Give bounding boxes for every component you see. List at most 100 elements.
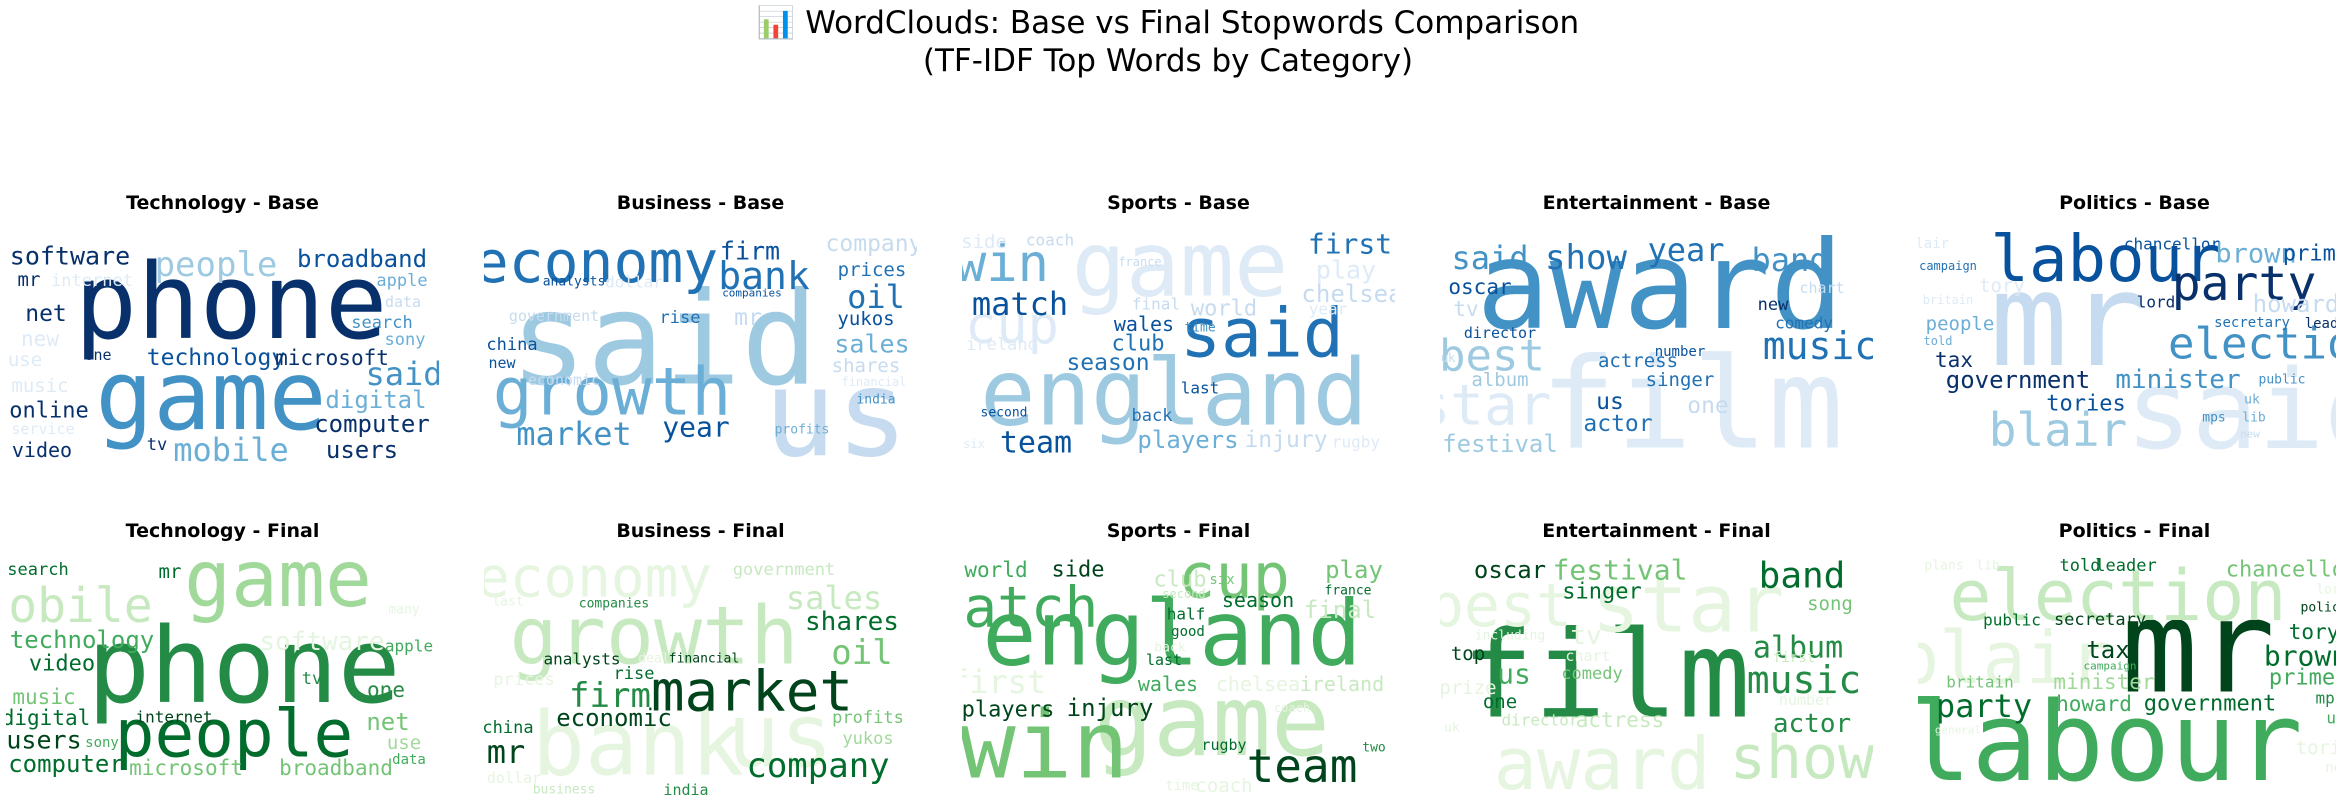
word-said: said — [365, 355, 439, 393]
word-search: search — [7, 560, 68, 580]
word-us: us — [764, 346, 909, 471]
word-album: album — [1471, 369, 1528, 391]
word-music: music — [1763, 324, 1873, 368]
word-music: music — [12, 685, 75, 709]
word-mps: mps — [2316, 689, 2336, 708]
panel-title: Technology - Final — [125, 520, 320, 542]
word-financial: financial — [669, 652, 739, 667]
word-six: six — [963, 437, 985, 451]
word-china: china — [484, 718, 534, 738]
word-people: people — [115, 696, 353, 773]
word-many: many — [388, 603, 419, 618]
panel-title: Sports - Base — [1107, 192, 1250, 214]
word-game: game — [1094, 665, 1330, 779]
word-time: time — [1165, 778, 1199, 794]
word-festival: festival — [1442, 430, 1558, 458]
word-company: company — [826, 231, 917, 257]
word-users: users — [6, 726, 81, 755]
word-brown: brown — [2215, 239, 2296, 270]
word-said: said — [2126, 346, 2336, 470]
word-deal: deal — [638, 652, 669, 667]
word-blair: blair — [1918, 616, 2112, 700]
word-mr: mr — [734, 305, 762, 331]
word-video: video — [12, 438, 72, 462]
wordcloud-panel: Technology - Base phone game people said mobi… — [6, 192, 439, 470]
word-music: music — [1747, 658, 1861, 702]
word-tv: tv — [147, 435, 167, 455]
word-technology: technology — [10, 626, 155, 654]
word-club: club — [1154, 568, 1207, 593]
word-best: best — [1440, 331, 1545, 382]
word-public: public — [2259, 373, 2306, 388]
word-half: half — [1167, 605, 1206, 624]
word-uk: uk — [1444, 721, 1460, 736]
word-howard: howard — [2056, 692, 2132, 716]
word-software: software — [10, 242, 130, 271]
word-tv: tv — [1453, 297, 1478, 321]
word-band: band — [1751, 241, 1828, 279]
word-back: back — [1132, 406, 1173, 426]
word-top: top — [1451, 643, 1485, 665]
word-government: government — [733, 560, 835, 580]
word-injury: injury — [1067, 694, 1154, 722]
word-star: star — [1440, 374, 1551, 439]
word-us: us — [1497, 658, 1531, 691]
word-blair: blair — [1989, 403, 2127, 457]
word-actor: actor — [1583, 411, 1652, 437]
word-growth: growth — [510, 590, 799, 683]
word-microsoft: microsoft — [129, 756, 243, 780]
word-analysts: analysts — [543, 650, 620, 669]
panel-title: Politics - Final — [2058, 520, 2211, 542]
word-number: number — [1655, 344, 1706, 360]
word-six: six — [1209, 572, 1234, 588]
word-season: season — [1222, 588, 1294, 612]
word-howard: howard — [2253, 290, 2336, 318]
word-tax: tax — [1935, 348, 1973, 372]
word-mr: mr — [18, 269, 41, 291]
word-band: band — [1759, 556, 1846, 597]
word-net: net — [366, 708, 409, 736]
word-britain: britain — [1946, 673, 2013, 692]
word-sony: sony — [385, 330, 426, 350]
word-computer: computer — [314, 410, 430, 438]
word-digital: digital — [6, 706, 90, 730]
word-online: online — [9, 399, 88, 424]
word-microsoft: microsoft — [275, 346, 389, 370]
word-election: election — [1949, 555, 2286, 637]
word-britain: britain — [1923, 293, 1974, 307]
word-sony: sony — [85, 735, 119, 751]
word-net: net — [25, 301, 67, 327]
word-play: play — [1316, 256, 1376, 285]
figure-title-line-2: (TF-IDF Top Words by Category) — [922, 43, 1414, 79]
word-financial: financial — [841, 375, 906, 389]
word-plans: plans — [1924, 559, 1963, 574]
word-new: new — [2240, 428, 2260, 441]
word-award: award — [1494, 722, 1711, 798]
word-world: world — [1191, 297, 1257, 322]
word-told: told — [2060, 556, 2101, 576]
word-party: party — [1936, 687, 2032, 725]
word-one: one — [1483, 691, 1517, 713]
word-coach: coach — [1195, 775, 1252, 797]
word-tv: tv — [302, 669, 322, 689]
word-tories: tories — [2296, 737, 2336, 759]
word-singer: singer — [1646, 369, 1715, 391]
word-search: search — [351, 313, 412, 333]
word-general: general — [1935, 724, 1981, 737]
word-mobile: mobile — [6, 578, 153, 634]
word-side: side — [962, 231, 1007, 253]
word-new: new — [488, 354, 516, 372]
wordcloud-area: phone game people said mobile software broadba… — [6, 220, 439, 470]
word-france: france — [1325, 584, 1372, 599]
word-wales: wales — [1114, 312, 1174, 336]
